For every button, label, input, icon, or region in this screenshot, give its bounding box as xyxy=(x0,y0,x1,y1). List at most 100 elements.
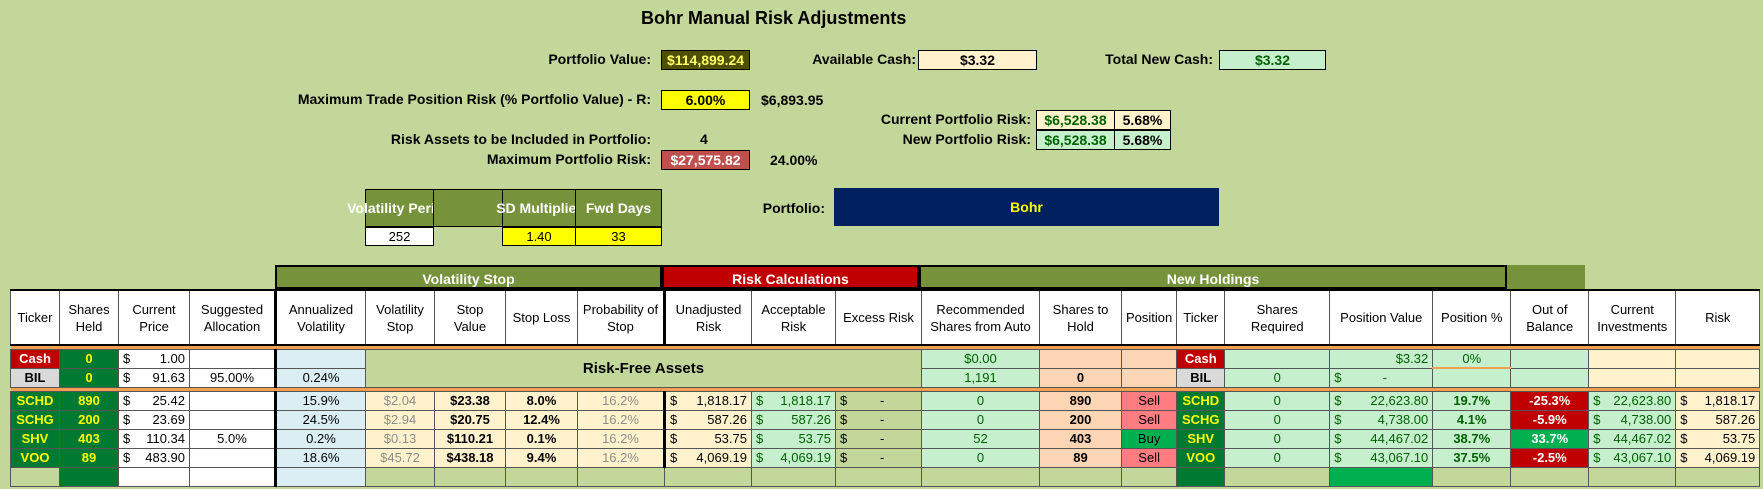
req-cell[interactable]: 0 xyxy=(1224,428,1331,449)
oob-cell[interactable]: 33.7% xyxy=(1510,428,1590,449)
oob-cell[interactable]: -2.5% xyxy=(1510,447,1590,468)
empty-cell[interactable] xyxy=(1176,466,1226,487)
price-cell[interactable]: 483.90 xyxy=(145,450,185,465)
shares-cell[interactable]: 0 xyxy=(59,348,119,369)
allocation-cell[interactable] xyxy=(189,348,276,369)
shares-cell[interactable]: 403 xyxy=(59,428,119,449)
shares-cell[interactable]: 890 xyxy=(59,390,119,411)
unadjusted-risk-cell[interactable]: 587.26 xyxy=(707,412,747,427)
price-cell[interactable]: 23.69 xyxy=(152,412,185,427)
empty-cell[interactable] xyxy=(1224,466,1331,487)
portfolio-value-cell[interactable]: $114,899.24 xyxy=(661,50,750,70)
shares-cell[interactable]: 0 xyxy=(59,367,119,388)
pos-pct-cell[interactable]: 19.7% xyxy=(1432,390,1512,411)
price-cell[interactable]: 25.42 xyxy=(152,393,185,408)
pos-value-cell[interactable]: 43,067.10 xyxy=(1370,450,1429,465)
cur-inv-cell[interactable]: 43,067.10 xyxy=(1613,450,1672,465)
acceptable-risk-cell[interactable]: 53.75 xyxy=(798,431,831,446)
ticker-cell[interactable]: Cash xyxy=(10,348,60,369)
empty-cell[interactable] xyxy=(1588,466,1677,487)
excess-risk-cell[interactable]: - xyxy=(879,412,885,427)
pos-pct-cell[interactable]: 37.5% xyxy=(1432,447,1512,468)
position-cell[interactable]: Sell xyxy=(1120,447,1178,468)
excess-risk-cell[interactable]: - xyxy=(879,431,885,446)
req-cell[interactable]: 0 xyxy=(1224,390,1331,411)
sd-mult-cell[interactable]: 1.40 xyxy=(502,227,576,246)
empty-cell[interactable] xyxy=(505,466,578,487)
hold-cell[interactable]: 890 xyxy=(1039,390,1122,411)
unadjusted-risk-cell[interactable]: 4,069.19 xyxy=(696,450,747,465)
ticker2-cell[interactable]: SCHG xyxy=(1176,409,1226,430)
excess-risk-cell[interactable]: - xyxy=(879,393,885,408)
rec-shares-cell[interactable]: 1,191 xyxy=(921,367,1040,388)
ticker-cell[interactable]: SCHG xyxy=(10,409,60,430)
ticker-cell[interactable]: SCHD xyxy=(10,390,60,411)
stop-loss-cell[interactable]: 12.4% xyxy=(505,409,578,430)
unadjusted-risk-cell[interactable]: 53.75 xyxy=(714,431,747,446)
stop-value-cell[interactable]: $23.38 xyxy=(434,390,506,411)
allocation-cell[interactable]: 5.0% xyxy=(189,428,276,449)
available-cash-cell[interactable]: $3.32 xyxy=(918,50,1037,70)
empty-cell[interactable] xyxy=(577,466,665,487)
excess-risk-cell[interactable]: - xyxy=(879,450,885,465)
req-cell[interactable]: 0 xyxy=(1224,367,1331,388)
risk-cell[interactable] xyxy=(1675,348,1761,369)
ticker-cell[interactable]: SHV xyxy=(10,428,60,449)
max-portfolio-risk-cell[interactable]: $27,575.82 xyxy=(661,150,750,170)
pos-pct-cell[interactable] xyxy=(1432,367,1512,388)
acceptable-risk-cell[interactable]: 4,069.19 xyxy=(780,450,831,465)
acceptable-risk-cell[interactable]: 1,818.17 xyxy=(780,393,831,408)
volatility-cell[interactable] xyxy=(274,348,366,369)
empty-cell[interactable] xyxy=(835,466,922,487)
empty-cell[interactable] xyxy=(921,466,1040,487)
hold-cell[interactable]: 0 xyxy=(1039,367,1122,388)
volatility-cell[interactable]: 0.2% xyxy=(274,428,366,449)
vol-period-cell[interactable]: 252 xyxy=(365,227,434,246)
current-portfolio-risk-cell[interactable]: $6,528.38 xyxy=(1036,110,1115,130)
stop-loss-cell[interactable]: 9.4% xyxy=(505,447,578,468)
vol-stop-cell[interactable]: $2.94 xyxy=(365,409,435,430)
shares-cell[interactable]: 200 xyxy=(59,409,119,430)
rec-shares-cell[interactable]: 0 xyxy=(921,409,1040,430)
oob-cell[interactable] xyxy=(1510,348,1590,369)
risk-cell[interactable]: 4,069.19 xyxy=(1704,450,1756,465)
oob-cell[interactable]: -5.9% xyxy=(1510,409,1590,430)
cur-inv-cell[interactable] xyxy=(1588,367,1677,388)
price-cell[interactable]: 1.00 xyxy=(159,351,185,366)
cur-inv-cell[interactable]: 44,467.02 xyxy=(1613,431,1672,446)
ticker2-cell[interactable]: VOO xyxy=(1176,447,1226,468)
stop-value-cell[interactable]: $20.75 xyxy=(434,409,506,430)
position-cell[interactable]: Sell xyxy=(1120,390,1178,411)
risk-cell[interactable] xyxy=(1675,367,1761,388)
price-cell[interactable]: 91.63 xyxy=(152,370,185,385)
prob-stop-cell[interactable]: 16.2% xyxy=(577,390,665,411)
req-cell[interactable] xyxy=(1224,348,1331,369)
risk-cell[interactable]: 587.26 xyxy=(1715,412,1756,427)
new-portfolio-risk-cell[interactable]: $6,528.38 xyxy=(1036,130,1115,150)
allocation-cell[interactable] xyxy=(189,390,276,411)
empty-cell[interactable] xyxy=(751,466,836,487)
ticker-cell[interactable]: VOO xyxy=(10,447,60,468)
volatility-cell[interactable]: 15.9% xyxy=(274,390,366,411)
empty-cell[interactable] xyxy=(434,466,506,487)
rec-shares-cell[interactable]: 52 xyxy=(921,428,1040,449)
empty-cell[interactable] xyxy=(1120,466,1178,487)
rec-shares-cell[interactable]: $0.00 xyxy=(921,348,1040,369)
max-trade-risk-pct-cell[interactable]: 6.00% xyxy=(661,90,750,110)
ticker-cell[interactable]: BIL xyxy=(10,367,60,388)
stop-value-cell[interactable]: $110.21 xyxy=(434,428,506,449)
empty-cell[interactable] xyxy=(59,466,119,487)
price-cell[interactable]: 110.34 xyxy=(146,431,185,446)
empty-cell[interactable] xyxy=(274,466,366,487)
pos-value-cell[interactable]: 4,738.00 xyxy=(1377,412,1429,427)
hold-cell[interactable] xyxy=(1039,348,1122,369)
pos-value-cell[interactable]: 22,623.80 xyxy=(1370,393,1429,408)
risk-cell[interactable]: 1,818.17 xyxy=(1704,393,1756,408)
vol-stop-cell[interactable]: $0.13 xyxy=(365,428,435,449)
rec-shares-cell[interactable]: 0 xyxy=(921,390,1040,411)
empty-cell[interactable] xyxy=(365,466,435,487)
pos-pct-cell[interactable]: 38.7% xyxy=(1432,428,1512,449)
acceptable-risk-cell[interactable]: 587.26 xyxy=(791,412,831,427)
risk-cell[interactable]: 53.75 xyxy=(1722,431,1756,446)
req-cell[interactable]: 0 xyxy=(1224,409,1331,430)
